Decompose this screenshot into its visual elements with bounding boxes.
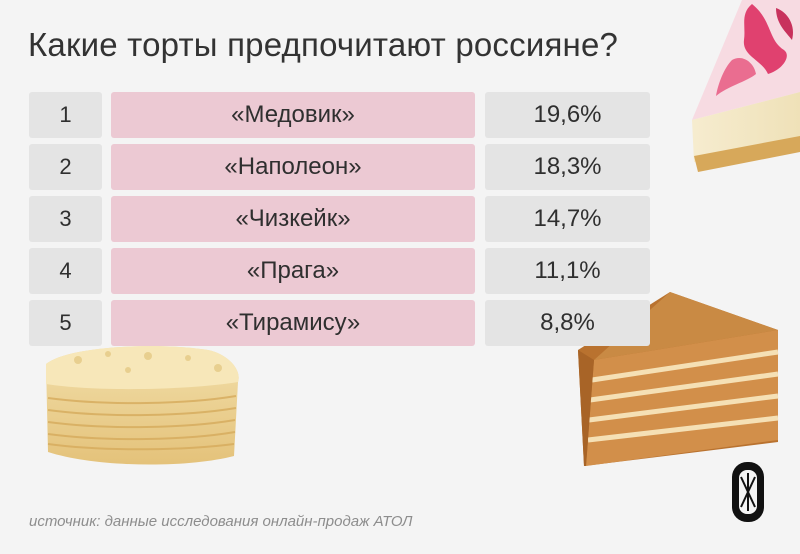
share-cell: 14,7% xyxy=(485,196,650,242)
share-cell: 18,3% xyxy=(485,144,650,190)
source-note: источник: данные исследования онлайн-про… xyxy=(29,513,413,530)
rank-cell: 3 xyxy=(29,196,102,242)
napoleon-cake-image xyxy=(46,346,239,465)
cheesecake-slice-image xyxy=(692,0,800,172)
cake-name-cell: «Прага» xyxy=(111,248,475,294)
rank-cell: 2 xyxy=(29,144,102,190)
rank-cell: 5 xyxy=(29,300,102,346)
chart-title: Какие торты предпочитают россияне? xyxy=(28,26,619,63)
cake-name-cell: «Наполеон» xyxy=(111,144,475,190)
cake-name-cell: «Чизкейк» xyxy=(111,196,475,242)
rank-cell: 1 xyxy=(29,92,102,138)
publisher-logo-icon xyxy=(732,462,764,522)
share-cell: 19,6% xyxy=(485,92,650,138)
share-cell: 11,1% xyxy=(485,248,650,294)
cake-name-cell: «Медовик» xyxy=(111,92,475,138)
rank-cell: 4 xyxy=(29,248,102,294)
share-cell: 8,8% xyxy=(485,300,650,346)
cake-name-cell: «Тирамису» xyxy=(111,300,475,346)
